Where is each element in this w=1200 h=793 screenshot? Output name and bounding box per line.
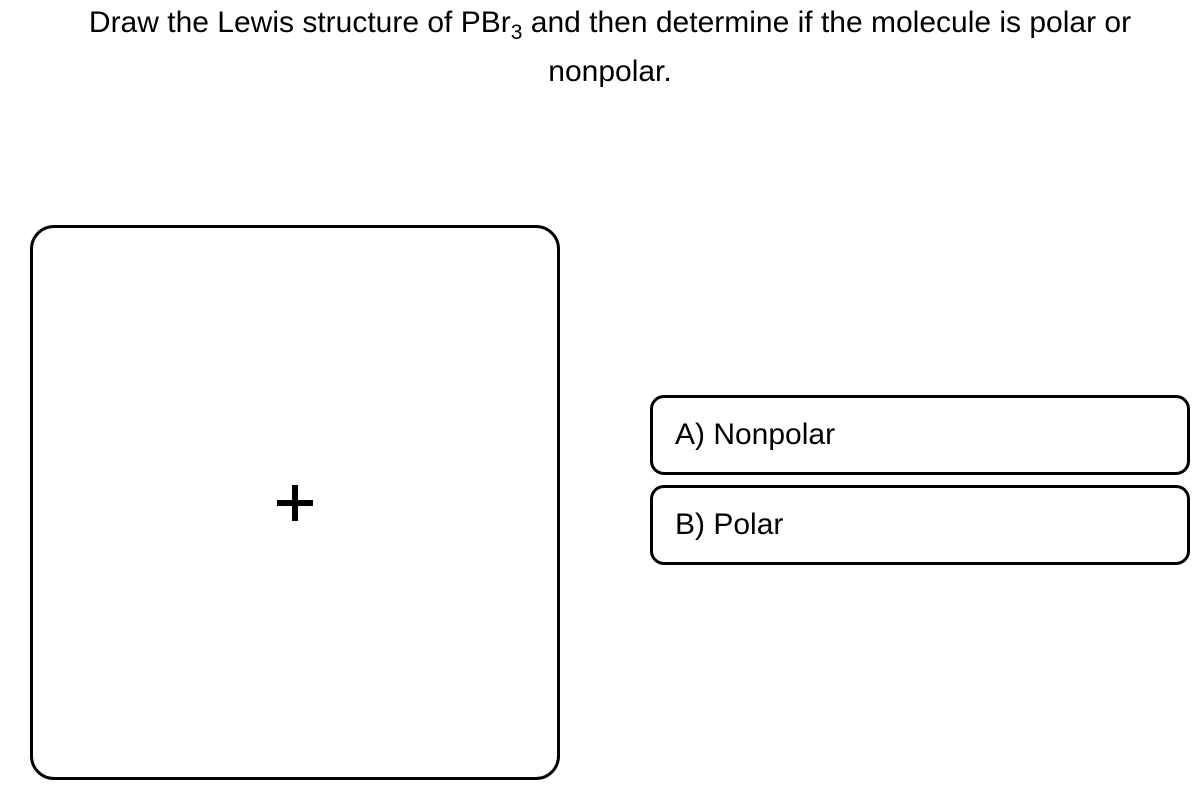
plus-icon [271,479,319,527]
drawing-area[interactable] [30,225,560,780]
option-b-polar[interactable]: B) Polar [650,485,1190,565]
option-label: B) Polar [675,508,783,541]
question-subscript: 3 [511,21,523,44]
question-part2: and then determine if the molecule is po… [522,6,1131,88]
options-list: A) Nonpolar B) Polar [650,395,1190,565]
question-text: Draw the Lewis structure of PBr3 and the… [40,0,1180,94]
question-part1: Draw the Lewis structure of PBr [89,6,511,39]
option-a-nonpolar[interactable]: A) Nonpolar [650,395,1190,475]
option-label: A) Nonpolar [675,418,835,451]
